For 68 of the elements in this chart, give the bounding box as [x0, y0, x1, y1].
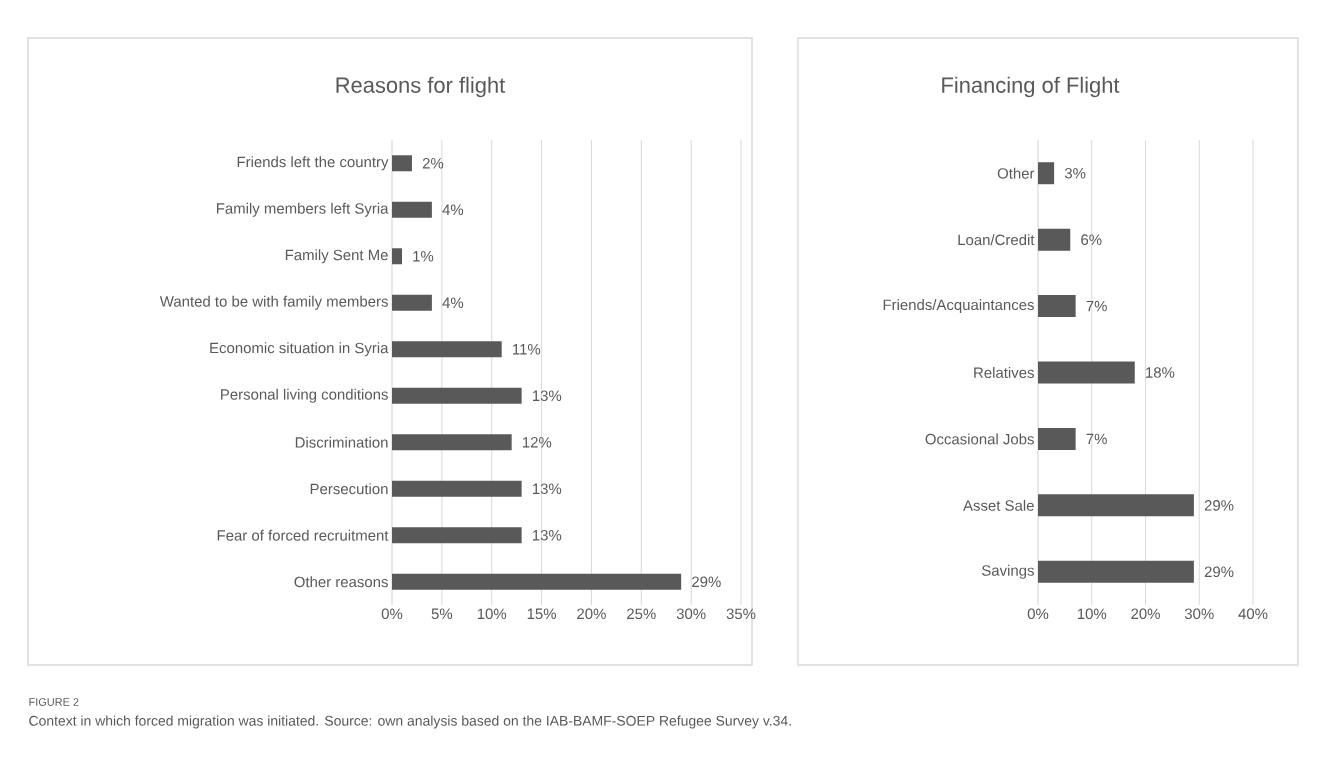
chart-title: Reasons for flight: [336, 76, 506, 98]
bar: [392, 248, 402, 265]
x-tick-label: 35%: [726, 608, 756, 620]
chart-title: Financing of Flight: [942, 76, 1120, 98]
caption: FIGURE 2: [29, 698, 79, 706]
x-tick-label: 0%: [381, 608, 403, 620]
data-label: 1%: [413, 251, 434, 262]
y-tick-label: Wanted to be with family members: [159, 295, 388, 310]
x-tick-label: 20%: [577, 608, 606, 620]
x-tick-label: 15%: [527, 608, 556, 620]
data-label: 29%: [1204, 566, 1234, 578]
bar: [1038, 560, 1194, 583]
x-tick-label: 5%: [431, 608, 453, 620]
data-label: 6%: [1081, 234, 1102, 245]
y-tick-label: Occasional Jobs: [925, 433, 1034, 445]
y-tick-label: Other: [997, 167, 1035, 179]
bar: [392, 201, 432, 218]
x-tick-label: 10%: [1077, 608, 1107, 620]
bar: [1038, 162, 1055, 185]
y-tick-label: Family members left Syria: [216, 202, 389, 217]
y-tick-label: Fear of forced recruitment: [217, 529, 389, 541]
text: Context in which forced migration was initiated. Source: own analysis based on the IAB-BAMF-SOEP Refugee Survey v.34.: [29, 715, 791, 729]
y-tick-label: Friends/Acquaintances: [883, 299, 1034, 314]
data-label: 29%: [692, 576, 721, 588]
bar: [392, 527, 522, 544]
bar: [392, 387, 522, 404]
bar: [392, 155, 412, 172]
data-label: 18%: [1146, 367, 1175, 378]
bar: [392, 294, 432, 311]
data-label: 11%: [513, 344, 541, 355]
data-label: 7%: [1086, 433, 1107, 445]
x-tick-label: 30%: [676, 608, 706, 620]
y-tick-label: Discrimination: [295, 436, 388, 448]
y-tick-label: Family Sent Me: [285, 249, 388, 264]
x-tick-label: 10%: [477, 608, 507, 620]
x-tick-label: 0%: [1027, 608, 1049, 620]
y-tick-label: Savings: [982, 564, 1034, 579]
data-label: 13%: [532, 483, 562, 495]
bar: [1038, 361, 1135, 384]
data-label: 4%: [442, 297, 464, 308]
bar: [1038, 427, 1076, 450]
bar: [1038, 228, 1071, 251]
y-tick-label: Loan/Credit: [958, 234, 1035, 246]
y-tick-label: Economic situation in Syria: [210, 342, 389, 357]
y-tick-label: Personal living conditions: [221, 388, 388, 403]
data-label: 2%: [422, 157, 444, 169]
data-label: 7%: [1086, 300, 1107, 312]
x-tick-label: 20%: [1131, 608, 1160, 620]
bar: [392, 341, 502, 358]
bar: [1038, 494, 1194, 517]
bar: [392, 480, 522, 497]
y-tick-label: Relatives: [974, 367, 1034, 378]
data-label: 13%: [532, 390, 562, 402]
x-tick-label: 40%: [1238, 608, 1268, 620]
bar: [1038, 295, 1076, 318]
data-label: 13%: [532, 529, 562, 541]
x-tick-label: 25%: [627, 608, 656, 620]
data-label: 12%: [523, 436, 552, 448]
y-tick-label: Persecution: [310, 483, 388, 495]
data-label: 29%: [1204, 500, 1234, 511]
bar: [392, 434, 512, 451]
y-tick-label: Asset Sale: [963, 499, 1034, 511]
data-label: 4%: [442, 204, 464, 215]
x-tick-label: 30%: [1184, 608, 1214, 620]
y-tick-label: Friends left the country: [237, 156, 389, 171]
y-tick-label: Other reasons: [294, 576, 388, 588]
bar: [392, 573, 682, 590]
data-label: 3%: [1064, 167, 1086, 179]
